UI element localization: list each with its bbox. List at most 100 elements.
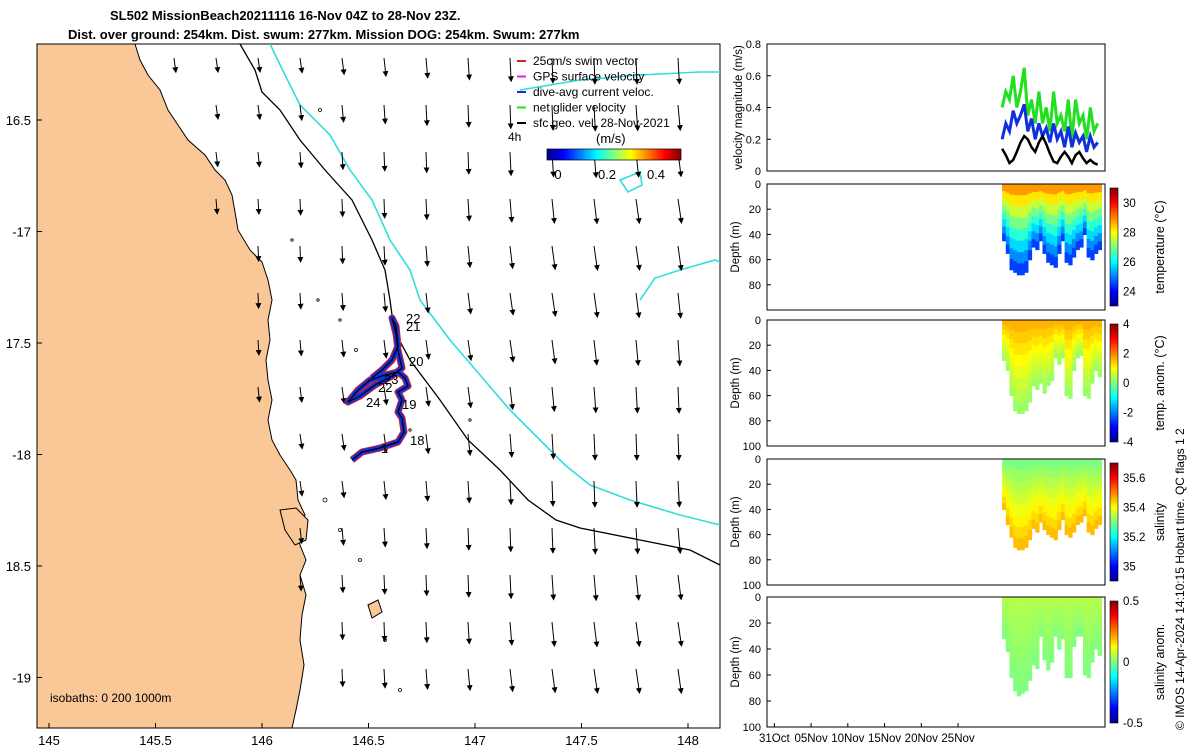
profile-cell bbox=[1090, 184, 1095, 194]
map-y-tick: -18 bbox=[12, 448, 31, 463]
profile-cell bbox=[1016, 683, 1022, 697]
profile-cell bbox=[1038, 198, 1044, 206]
profile-cell bbox=[1005, 364, 1011, 371]
profile-cell bbox=[1090, 645, 1095, 655]
profile-cell bbox=[1079, 626, 1084, 632]
colorbar-tick: 35.6 bbox=[1123, 473, 1145, 485]
velocity-arrow bbox=[593, 668, 600, 694]
profile-cell bbox=[1002, 226, 1007, 235]
profile-cell bbox=[1057, 520, 1062, 531]
profile-cell bbox=[1013, 632, 1018, 645]
profile-cell bbox=[1016, 658, 1022, 672]
velocity-arrow bbox=[255, 292, 262, 310]
profile-cell bbox=[1064, 348, 1069, 359]
map-y-axis: 16.5 -17 17.5 -18 18.5 -19 bbox=[6, 113, 42, 686]
profile-cell bbox=[1075, 324, 1080, 330]
profile-cell bbox=[1075, 241, 1080, 251]
velocity-arrow bbox=[425, 386, 432, 407]
profile-cell bbox=[1053, 353, 1058, 359]
profile-cell bbox=[1075, 320, 1080, 326]
profile-cell bbox=[1002, 633, 1007, 640]
profile-cell bbox=[1035, 354, 1040, 364]
profile-cell bbox=[1075, 621, 1080, 627]
profile-cell bbox=[1071, 229, 1077, 240]
imos-credit: © IMOS 14-Apr-2024 14:10:15 Hobart time.… bbox=[1173, 428, 1187, 730]
velocity-arrow bbox=[423, 527, 430, 550]
profile-cell bbox=[1024, 597, 1029, 610]
profile-cell bbox=[1035, 372, 1040, 382]
profile-cell bbox=[1024, 320, 1029, 332]
profile-cell bbox=[1060, 348, 1066, 354]
profile-cell bbox=[1090, 613, 1095, 622]
profile-cell bbox=[1071, 627, 1077, 635]
profile-cell bbox=[1068, 184, 1073, 195]
velocity-arrow bbox=[466, 621, 472, 645]
profile-cell bbox=[1016, 470, 1022, 483]
velocity-arrow bbox=[677, 245, 684, 272]
profile-cell bbox=[1057, 244, 1062, 254]
figure-title-line2: Dist. over ground: 254km. Dist. swum: 27… bbox=[68, 27, 580, 42]
profile-cell bbox=[1046, 660, 1051, 671]
velocity-arrow bbox=[339, 151, 346, 171]
profile-cell bbox=[1071, 477, 1077, 487]
profile-cell bbox=[1097, 184, 1102, 193]
profile-cell bbox=[1049, 527, 1055, 538]
profile-cell bbox=[1060, 233, 1066, 242]
profile-cell bbox=[1009, 637, 1014, 648]
profile-cell bbox=[1027, 638, 1033, 650]
profile-cell bbox=[1090, 335, 1095, 345]
velocity-arrow bbox=[423, 151, 430, 174]
profile-cell bbox=[1075, 467, 1080, 476]
profile-cell bbox=[1057, 331, 1062, 338]
profile-cell bbox=[1064, 223, 1069, 234]
profile-cell bbox=[1002, 325, 1007, 331]
profile-cell bbox=[1053, 334, 1058, 340]
profile-cell bbox=[1097, 597, 1102, 605]
velocity-arrow bbox=[340, 386, 347, 405]
profile-cell bbox=[1057, 636, 1062, 644]
profile-cell bbox=[1005, 326, 1011, 334]
colorbar-tick: 0.5 bbox=[1123, 596, 1139, 608]
profile-cell bbox=[1031, 476, 1036, 486]
profile-cell bbox=[1024, 492, 1029, 504]
profile-cell bbox=[1020, 681, 1025, 694]
y-tick: 0 bbox=[755, 166, 761, 178]
profile-cell bbox=[1005, 499, 1011, 509]
profile-cell bbox=[1086, 627, 1091, 638]
profile-cell bbox=[1060, 212, 1066, 220]
profile-cell bbox=[1035, 486, 1040, 497]
velocity-arrow bbox=[297, 339, 304, 357]
profile-cell bbox=[1079, 191, 1084, 201]
profile-cell bbox=[1083, 606, 1088, 618]
profile-cell bbox=[1038, 597, 1044, 603]
map-y-tick: 18.5 bbox=[6, 559, 31, 574]
profile-cell bbox=[1068, 517, 1073, 528]
colorbar-tick: 2 bbox=[1123, 349, 1129, 361]
profile-cell bbox=[1035, 208, 1040, 218]
profile-cell bbox=[1038, 466, 1044, 476]
map-y-tick: -17 bbox=[12, 225, 31, 240]
day-label: 22 bbox=[378, 380, 392, 395]
profile-cell bbox=[1057, 325, 1062, 332]
profile-cell bbox=[1013, 261, 1018, 273]
profile-cell bbox=[1094, 476, 1099, 486]
velocity-arrow bbox=[297, 198, 304, 216]
velocity-arrow bbox=[551, 245, 558, 271]
profile-cell bbox=[1024, 514, 1029, 526]
day-label: 18 bbox=[410, 433, 424, 448]
profile-cell bbox=[1053, 621, 1058, 627]
profile-cell bbox=[1083, 480, 1088, 488]
profile-cell bbox=[1027, 330, 1033, 341]
profile-cell bbox=[1060, 338, 1066, 345]
velocity-arrow bbox=[382, 386, 389, 406]
profile-cell bbox=[1002, 184, 1007, 192]
profile-cell bbox=[1016, 240, 1022, 253]
profile-cell bbox=[1068, 359, 1073, 370]
panel-frame bbox=[766, 319, 1106, 447]
profile-cell bbox=[1049, 498, 1055, 509]
profile-cell bbox=[1097, 355, 1102, 364]
profile-cell bbox=[1035, 513, 1040, 524]
profile-cell bbox=[1083, 616, 1088, 627]
profile-cell bbox=[1083, 320, 1088, 330]
